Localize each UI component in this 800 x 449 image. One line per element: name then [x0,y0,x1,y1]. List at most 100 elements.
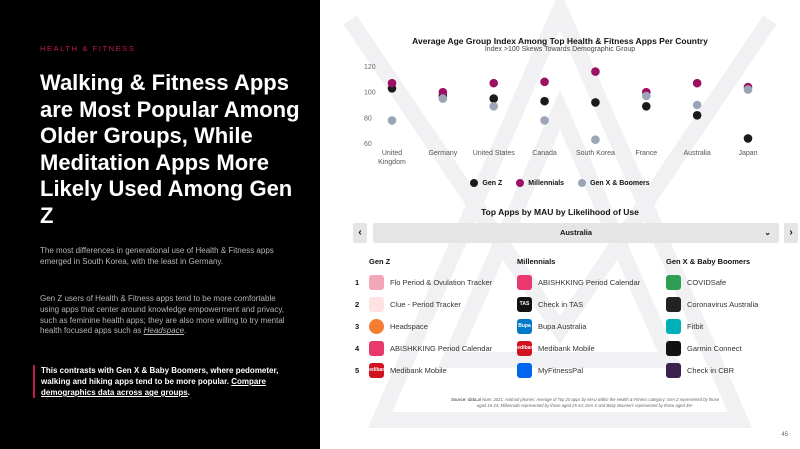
app-name: Flo Period & Ovulation Tracker [390,277,493,287]
app-name: Medibank Mobile [538,343,595,353]
fitbit-icon [666,318,681,334]
app-name: Garmin Connect [687,343,742,353]
app-name: COVIDSafe [687,277,727,287]
body-paragraph-2: Gen Z users of Health & Fitness apps ten… [40,294,290,337]
chart-title: Average Age Group Index Among Top Health… [412,36,708,46]
callout-end: . [187,388,190,397]
callout: This contrasts with Gen X & Baby Boomers… [33,365,283,398]
app-name: Coronavirus Australia [687,299,759,309]
data-point-genz [743,134,753,143]
check-in-cbr-icon [666,362,681,378]
compare-demographics-link[interactable]: Compare demographics data across age gro… [41,377,266,397]
headline: Walking & Fitness Apps are Most Popular … [40,70,300,228]
app-row[interactable]: Check in CBR [666,362,734,378]
next-country-button[interactable]: › [784,223,798,243]
app-name: Medibank Mobile [390,365,447,375]
app-name: ABISHKKING Period Calendar [390,343,493,353]
page-number: 45 [781,432,788,438]
data-point-genx [540,116,549,125]
source-text: Note: 2021; Android phones; Average of T… [476,397,720,408]
data-point-genz [641,101,651,111]
app-row[interactable]: Coronavirus Australia [666,296,758,312]
source-label: Source: data.ai [450,397,481,402]
top-apps-title: Top Apps by MAU by Likelihood of Use [481,207,639,217]
legend-dot-genx [578,179,587,187]
app-row[interactable]: ABISHKKING Period Calendar [369,340,492,356]
dot-chart: 120 100 80 60 United Kingdom Germany United St… [364,64,758,166]
y-tick-label: 120 [364,64,376,71]
app-row[interactable]: TAS Check in TAS [517,296,583,312]
bupa-icon: Bupa [517,318,532,334]
x-tick-label: South Korea [576,150,615,157]
column-header-genz: Gen Z [369,257,391,266]
data-point-millennials [692,78,702,88]
x-tick-label: Australia [684,150,711,157]
myfitnesspal-icon [517,362,532,378]
x-tick-label: Canada [532,150,557,157]
legend-label-genz: Gen Z [482,179,503,187]
y-tick-label: 100 [364,90,376,97]
coronavirus-australia-icon [666,296,681,312]
medibank-icon: medibank [517,340,532,356]
data-point-genz [489,94,499,103]
app-name: Check in CBR [687,365,735,375]
app-row[interactable]: Headspace [369,318,428,334]
x-tick-label: United States [473,150,516,157]
section-eyebrow: HEALTH & FITNESS [40,44,136,53]
data-point-genz [540,96,549,106]
prev-country-button[interactable]: ‹ [353,223,367,243]
legend-dot-millennials [516,179,525,187]
app-row[interactable]: medibank Medibank Mobile [369,362,447,378]
app-name: Bupa Australia [538,321,587,331]
legend-item-genx: Gen X & Boomers [578,179,650,187]
right-panel: Average Age Group Index Among Top Health… [320,0,800,449]
data-point-genx [743,85,753,94]
headspace-icon [369,318,384,334]
app-row[interactable]: Garmin Connect [666,340,742,356]
callout-text: This contrasts with Gen X & Baby Boomers… [41,366,279,386]
rank-label: 5 [355,366,360,375]
period-calendar-icon [517,274,532,290]
country-select[interactable]: Australia ⌄ [373,223,779,243]
app-row[interactable]: Fitbit [666,318,703,334]
x-tick-label: France [635,150,657,157]
data-point-millennials [591,67,600,76]
country-selector-row: ‹ Australia ⌄ › [353,223,798,243]
app-row[interactable]: medibank Medibank Mobile [517,340,595,356]
covidsafe-icon [666,274,681,290]
period-calendar-icon [369,340,384,356]
y-tick-label: 60 [364,141,372,148]
clue-icon [369,296,384,312]
app-row[interactable]: Clue - Period Tracker [369,296,461,312]
app-row[interactable]: Bupa Bupa Australia [517,318,586,334]
chevron-down-icon: ⌄ [764,228,771,237]
app-row[interactable]: Flo Period & Ovulation Tracker [369,274,492,290]
legend-dot-genz [470,179,479,187]
data-point-millennials [438,87,448,97]
app-row[interactable]: COVIDSafe [666,274,726,290]
body-paragraph-1: The most differences in generational use… [40,246,274,266]
app-row[interactable]: MyFitnessPal [517,362,583,378]
x-tick-label: Kingdom [378,159,406,166]
data-point-genz [591,98,600,107]
left-panel: HEALTH & FITNESS Walking & Fitness Apps … [0,0,320,449]
app-name: Check in TAS [538,299,584,309]
rank-label: 1 [355,278,360,287]
app-name: Fitbit [687,321,704,331]
data-point-genz [692,110,702,120]
flo-icon [369,274,384,290]
legend-label-genx: Gen X & Boomers [590,179,650,187]
headspace-link[interactable]: Headspace [143,326,185,336]
app-row[interactable]: ABISHKKING Period Calendar [517,274,640,290]
x-tick-label: Germany [428,150,457,157]
chart-subtitle: Index >100 Skews Towards Demographic Gro… [484,46,636,53]
rank-label: 4 [355,344,360,353]
column-header-genx: Gen X & Baby Boomers [666,257,751,266]
app-name: Clue - Period Tracker [390,299,461,309]
data-point-millennials [489,78,499,88]
column-header-millennials: Millennials [517,257,556,266]
legend-label-millennials: Millennials [528,179,565,187]
legend-item-genz: Gen Z [470,179,502,187]
para2-text: Gen Z users of Health & Fitness apps ten… [40,294,285,336]
data-point-genx [489,101,499,111]
